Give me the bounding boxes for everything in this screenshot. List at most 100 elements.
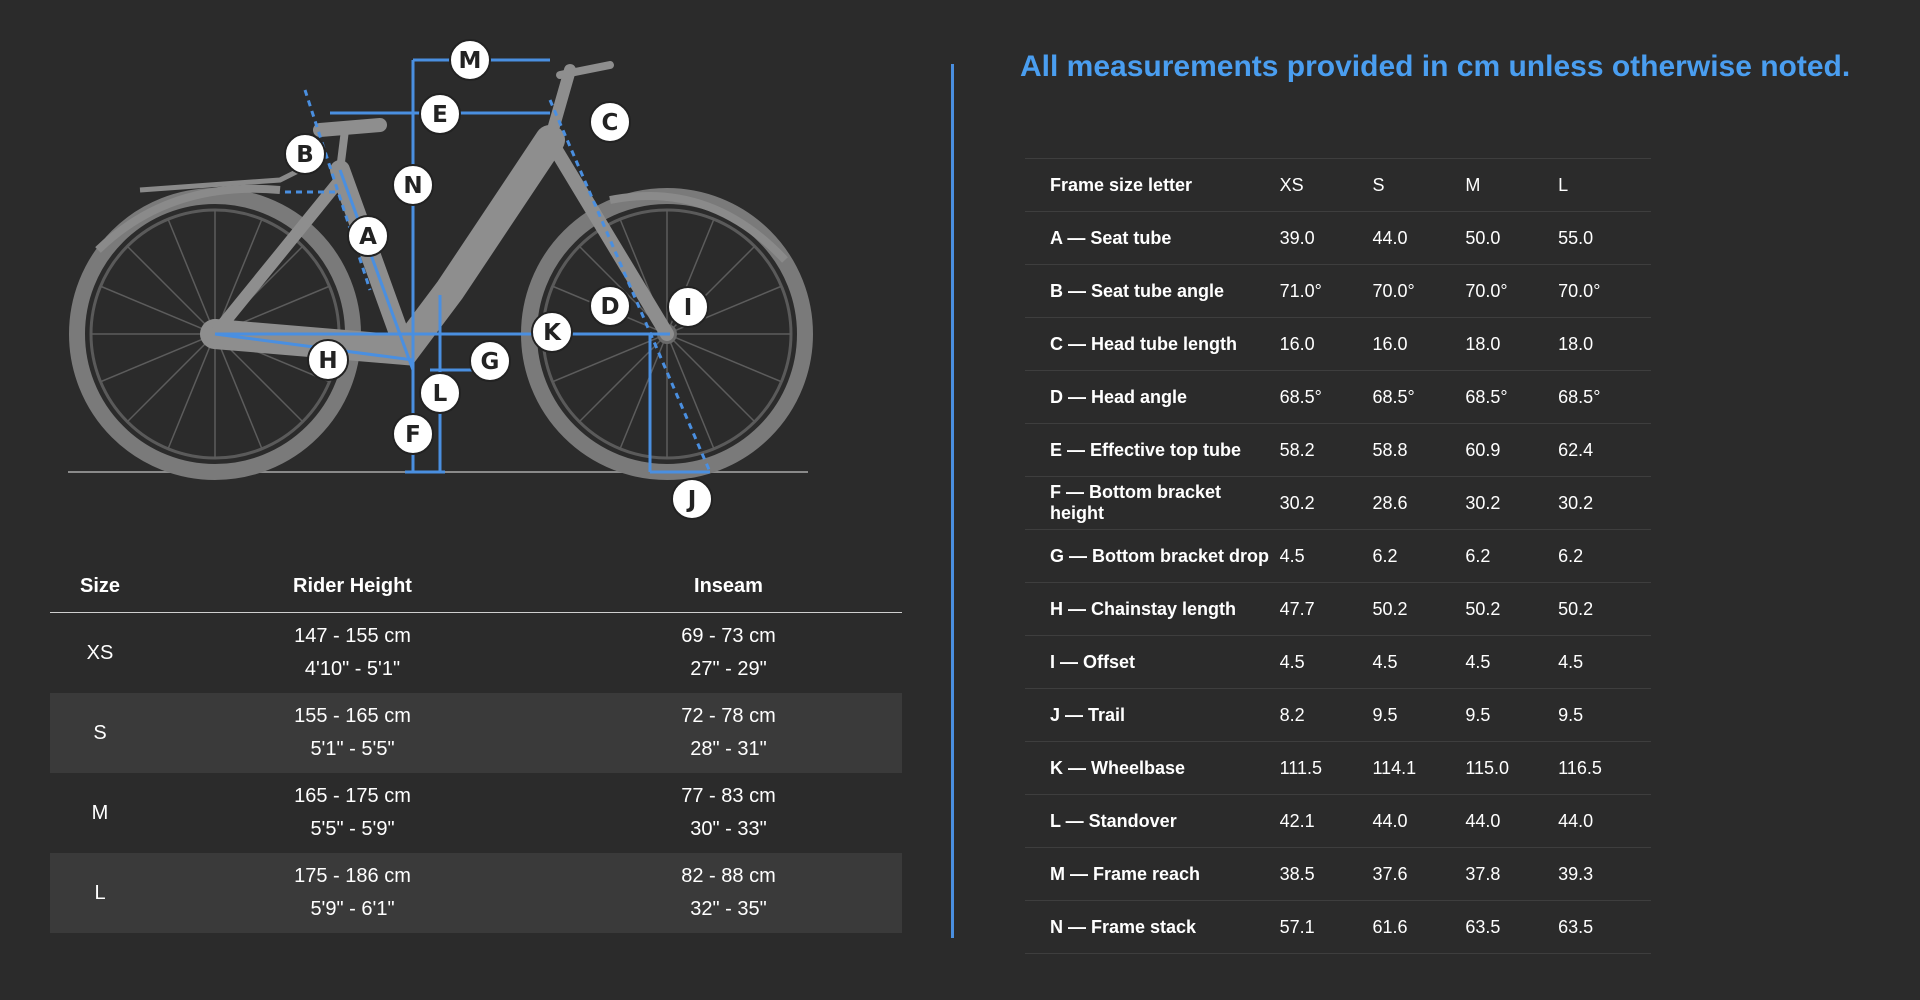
geometry-value-cell: 30.2 [1279, 492, 1315, 513]
geometry-value-cell: 68.5° [1372, 386, 1415, 407]
marker-g: G [469, 340, 511, 382]
geometry-row-label: A — Seat tube [1050, 227, 1172, 248]
geometry-row-label: K — Wheelbase [1050, 757, 1186, 778]
geometry-value-cell: 70.0° [1465, 280, 1508, 301]
svg-text:C: C [602, 110, 619, 136]
geometry-value-cell: 18.0 [1465, 333, 1501, 354]
rider-size-table: Size Rider Height Inseam XS 147 - 155 cm… [50, 560, 902, 933]
marker-f: F [392, 413, 434, 455]
geometry-value-cell: 63.5 [1465, 916, 1501, 937]
vertical-divider [951, 64, 954, 938]
marker-l: L [419, 372, 461, 414]
geometry-value-cell: 16.0 [1279, 333, 1315, 354]
size-header: Size [79, 574, 121, 597]
inseam-cm: 69 - 73 cm [681, 625, 776, 647]
svg-text:G: G [481, 349, 500, 375]
diagram-markers: M E C B N A D I K H G L F J [284, 39, 713, 520]
inseam-cm: 82 - 88 cm [681, 865, 776, 887]
svg-text:N: N [403, 173, 422, 199]
size-header-m: M [1465, 174, 1481, 195]
geometry-value-cell: 9.5 [1558, 704, 1584, 725]
table-row: XS 147 - 155 cm 4'10" - 5'1" 69 - 73 cm … [50, 613, 902, 693]
svg-text:E: E [432, 102, 448, 128]
geometry-value-cell: 8.2 [1279, 704, 1305, 725]
table-row: M 165 - 175 cm 5'5" - 5'9" 77 - 83 cm 30… [50, 773, 902, 853]
frame-size-letter-header: Frame size letter [1050, 174, 1193, 195]
bike-diagram-svg: M E C B N A D I K H G L F J [68, 39, 813, 520]
table-row: J — Trail 8.2 9.5 9.5 9.5 [1025, 689, 1651, 742]
geometry-row-label: N — Frame stack [1050, 916, 1197, 937]
geometry-table-body: A — Seat tube 39.0 44.0 50.0 55.0 B — Seat tu… [1025, 212, 1651, 954]
geometry-row-label: D — Head angle [1050, 386, 1188, 407]
geometry-value-cell: 58.2 [1279, 439, 1315, 460]
geometry-value-cell: 50.2 [1558, 598, 1594, 619]
inseam-cm: 72 - 78 cm [681, 705, 776, 727]
table-row: M — Frame reach 38.5 37.6 37.8 39.3 [1025, 848, 1651, 901]
svg-text:H: H [318, 348, 337, 374]
svg-text:I: I [684, 295, 693, 321]
geometry-value-cell: 50.2 [1465, 598, 1501, 619]
geometry-value-cell: 68.5° [1558, 386, 1601, 407]
geometry-row-label: H — Chainstay length [1050, 598, 1237, 619]
geometry-row-label: L — Standover [1050, 810, 1177, 831]
geometry-value-cell: 38.5 [1279, 863, 1315, 884]
svg-text:D: D [600, 294, 619, 320]
front-fender [609, 192, 788, 263]
inseam-in: 27" - 29" [690, 658, 767, 680]
geometry-value-cell: 50.0 [1465, 227, 1501, 248]
geometry-value-cell: 111.5 [1279, 757, 1322, 778]
geometry-value-cell: 44.0 [1372, 810, 1408, 831]
geometry-value-cell: 44.0 [1465, 810, 1501, 831]
size-header-s: S [1372, 174, 1385, 195]
geometry-value-cell: 50.2 [1372, 598, 1408, 619]
geometry-value-cell: 115.0 [1465, 757, 1510, 778]
geometry-value-cell: 30.2 [1558, 492, 1594, 513]
geometry-value-cell: 18.0 [1558, 333, 1594, 354]
geometry-value-cell: 63.5 [1558, 916, 1594, 937]
geometry-value-cell: 68.5° [1465, 386, 1508, 407]
size-cell: L [94, 881, 106, 904]
geometry-value-cell: 4.5 [1372, 651, 1398, 672]
geometry-row-label: J — Trail [1050, 704, 1126, 725]
table-row: D — Head angle 68.5° 68.5° 68.5° 68.5° [1025, 371, 1651, 424]
height-ft: 5'5" - 5'9" [310, 818, 395, 840]
rear-rack [139, 167, 302, 193]
geometry-row-label: C — Head tube length [1050, 333, 1238, 354]
geometry-value-cell: 116.5 [1558, 757, 1602, 778]
marker-k: K [531, 311, 573, 353]
bike-geometry-diagram: M E C B N A D I K H G L F J [50, 30, 830, 530]
size-header-l: L [1558, 174, 1569, 195]
geometry-value-cell: 57.1 [1279, 916, 1315, 937]
height-cm: 155 - 165 cm [294, 705, 411, 727]
marker-j: J [671, 478, 713, 520]
rear-fender [95, 184, 281, 253]
table-row: B — Seat tube angle 71.0° 70.0° 70.0° 70.0° [1025, 265, 1651, 318]
svg-text:L: L [433, 381, 448, 407]
inseam-in: 32" - 35" [690, 898, 767, 920]
geometry-value-cell: 16.0 [1372, 333, 1408, 354]
rider-height-cell: 147 - 155 cm 4'10" - 5'1" [150, 625, 555, 681]
inseam-cell: 69 - 73 cm 27" - 29" [555, 625, 902, 681]
marker-e: E [419, 93, 461, 135]
rider-height-cell: 175 - 186 cm 5'9" - 6'1" [150, 865, 555, 921]
geometry-value-cell: 37.8 [1465, 863, 1501, 884]
geometry-row-label: I — Offset [1050, 651, 1136, 672]
marker-i: I [667, 286, 709, 328]
geometry-value-cell: 68.5° [1279, 386, 1322, 407]
geometry-row-label: B — Seat tube angle [1050, 280, 1225, 301]
size-cell: XS [86, 641, 114, 664]
svg-text:B: B [296, 142, 314, 168]
table-row: A — Seat tube 39.0 44.0 50.0 55.0 [1025, 212, 1651, 265]
geometry-value-cell: 9.5 [1465, 704, 1491, 725]
geometry-value-cell: 39.0 [1279, 227, 1315, 248]
marker-d: D [589, 285, 631, 327]
measurement-notice: All measurements provided in cm unless o… [1020, 50, 1851, 83]
rider-height-cell: 155 - 165 cm 5'1" - 5'5" [150, 705, 555, 761]
table-row: G — Bottom bracket drop 4.5 6.2 6.2 6.2 [1025, 530, 1651, 583]
geometry-value-cell: 9.5 [1372, 704, 1398, 725]
geometry-value-cell: 4.5 [1465, 651, 1491, 672]
size-header-xs: XS [1279, 174, 1304, 195]
geometry-value-cell: 47.7 [1279, 598, 1315, 619]
geometry-value-cell: 44.0 [1372, 227, 1408, 248]
geometry-value-cell: 6.2 [1558, 545, 1584, 566]
